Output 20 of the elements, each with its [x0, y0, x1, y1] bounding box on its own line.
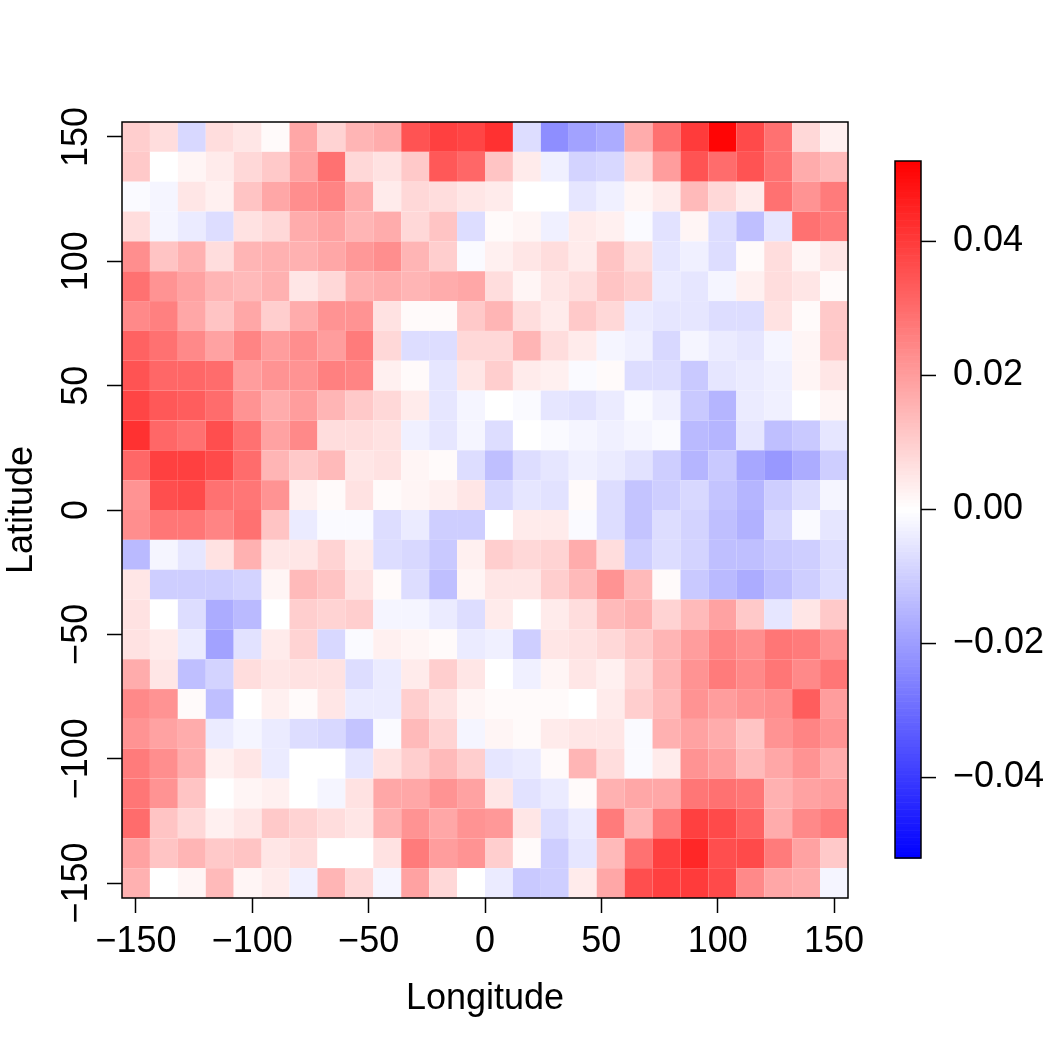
y-tick-label: 50: [54, 365, 96, 406]
color-bar-label: −0.04: [953, 754, 1045, 796]
x-tick-label: 0: [474, 918, 496, 960]
color-bar-label: −0.02: [953, 620, 1045, 662]
x-tick-label: 100: [687, 918, 748, 960]
color-bar-label: 0.00: [953, 486, 1024, 528]
y-tick-label: 0: [54, 499, 96, 521]
y-tick-label: −50: [54, 603, 96, 665]
x-tick-label: 150: [804, 918, 865, 960]
y-tick-label: −100: [54, 718, 96, 800]
x-tick-label: −50: [338, 918, 400, 960]
y-tick-label: 150: [54, 106, 96, 167]
color-bar-label: 0.04: [953, 218, 1024, 260]
x-axis-title: Longitude: [405, 976, 565, 1018]
y-tick-label: 100: [54, 231, 96, 292]
x-tick-label: −150: [95, 918, 177, 960]
x-tick-label: 50: [581, 918, 622, 960]
x-tick-label: −100: [211, 918, 293, 960]
color-bar-label: 0.02: [953, 352, 1024, 394]
y-axis-title: Latitude: [0, 445, 40, 575]
